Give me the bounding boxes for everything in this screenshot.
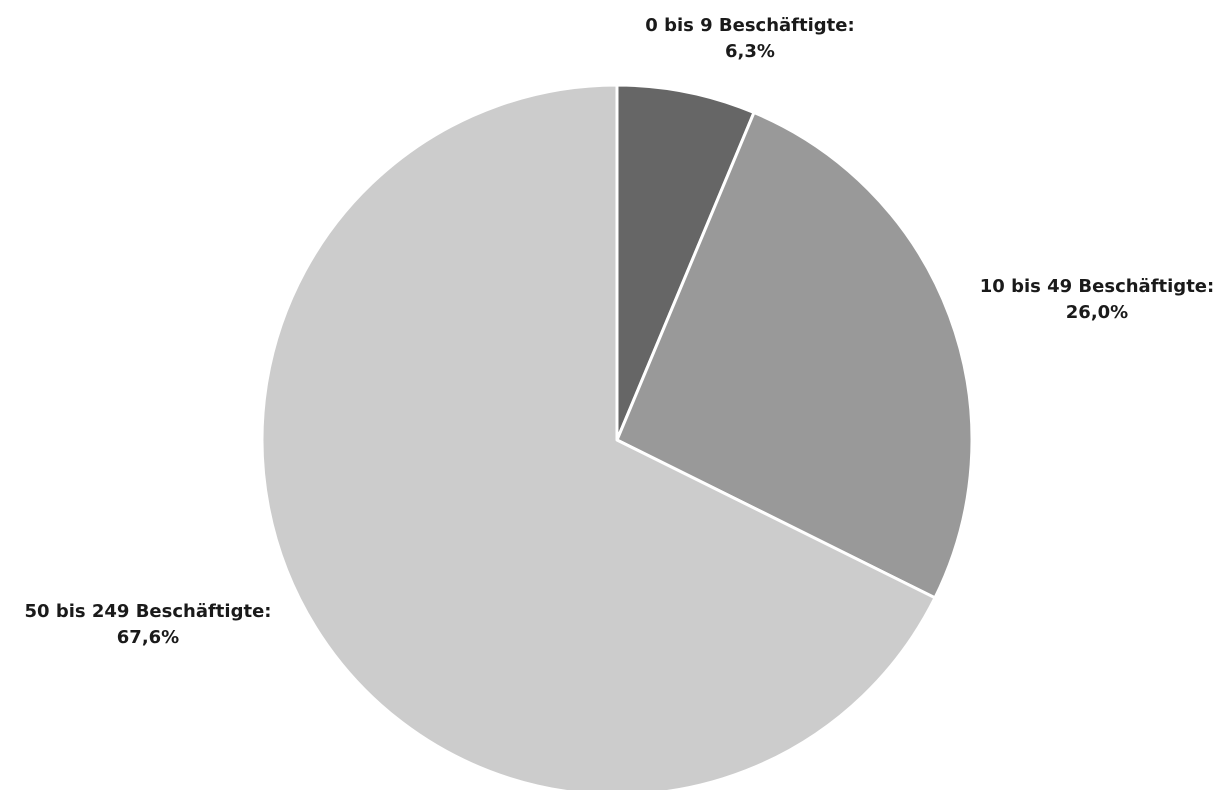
slice-label-1: 0 bis 9 Beschäftigte: 6,3% [645,15,854,62]
pie-slice-3 [260,83,937,790]
pie-slices [260,83,974,790]
slice-value-label: 26,0% [1066,302,1128,323]
slice-label-3: 50 bis 249 Beschäftigte: 67,6% [25,601,272,648]
slice-label-2: 10 bis 49 Beschäftigte: 26,0% [980,276,1214,323]
slice-value-label: 6,3% [725,41,775,62]
slice-value-label: 67,6% [117,627,179,648]
slice-category-label: 50 bis 249 Beschäftigte: [25,601,272,622]
slice-category-label: 10 bis 49 Beschäftigte: [980,276,1214,297]
pie-slice-2 [615,111,974,600]
pie-slice-1 [615,83,756,442]
slice-labels: 0 bis 9 Beschäftigte: 6,3% 10 bis 49 Besch… [25,15,1215,648]
slice-category-label: 0 bis 9 Beschäftigte: [645,15,854,36]
